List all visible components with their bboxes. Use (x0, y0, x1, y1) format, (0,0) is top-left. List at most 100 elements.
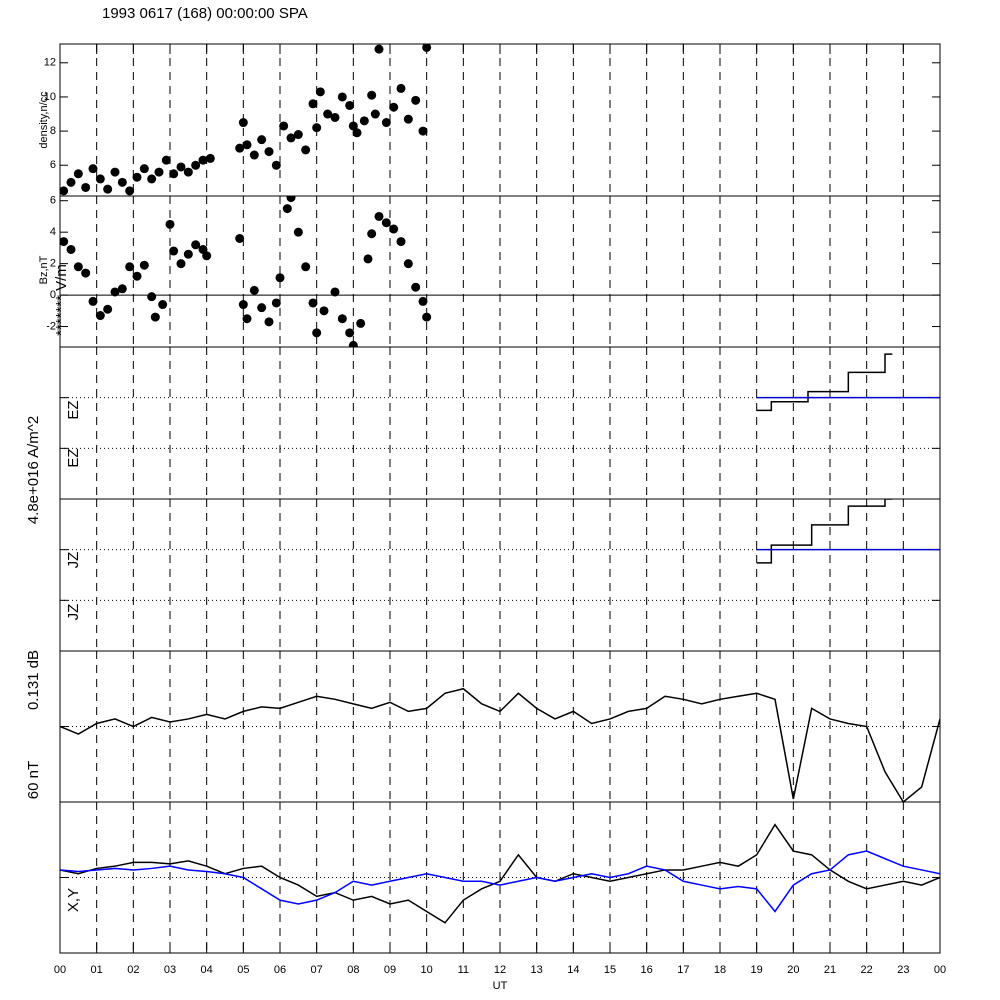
point (242, 314, 252, 324)
point (374, 211, 384, 221)
x-tick-label: 04 (201, 964, 213, 976)
point (396, 237, 406, 247)
point (389, 224, 399, 234)
x-tick-label: 12 (494, 964, 506, 976)
point (125, 262, 135, 272)
point (81, 268, 91, 278)
point (183, 167, 193, 177)
point (154, 167, 164, 177)
x-tick-label: 17 (677, 964, 689, 976)
x-tick-label: 23 (897, 964, 909, 976)
point (165, 219, 175, 229)
point (308, 99, 318, 109)
y-tick-label: 2 (50, 258, 56, 270)
point (235, 143, 245, 153)
point (73, 169, 83, 179)
point (235, 233, 245, 243)
point (411, 95, 421, 105)
point (169, 246, 179, 256)
point (249, 285, 259, 295)
point (257, 135, 267, 145)
point (139, 164, 149, 174)
x-tick-label: 06 (274, 964, 286, 976)
point (396, 83, 406, 93)
point (88, 164, 98, 174)
x-tick-label: 03 (164, 964, 176, 976)
y-tick-label: 0 (50, 289, 56, 301)
y-tick-label: 12 (44, 57, 56, 69)
point (312, 328, 322, 338)
point (95, 174, 105, 184)
y-axis-label: EZ (65, 448, 82, 467)
point (356, 318, 366, 328)
point (337, 92, 347, 102)
point (264, 317, 274, 327)
point (293, 227, 303, 237)
y-axis-label: density,n/cc (38, 91, 50, 149)
y-axis-label: JZ (65, 604, 82, 621)
point (66, 177, 76, 187)
point (150, 312, 160, 322)
x-tick-label: 07 (311, 964, 323, 976)
series-line (60, 823, 940, 924)
x-tick-label: 14 (567, 964, 579, 976)
point (183, 249, 193, 259)
x-tick-label: 21 (824, 964, 836, 976)
point (352, 128, 362, 138)
point (403, 114, 413, 124)
point (275, 273, 285, 283)
x-axis-label: UT (493, 980, 508, 992)
x-tick-label: 02 (127, 964, 139, 976)
point (158, 300, 168, 310)
y-axis-label: Bz,nT (38, 255, 50, 284)
point (293, 130, 303, 140)
x-tick-label: 10 (421, 964, 433, 976)
point (286, 133, 296, 143)
y-tick-label: 6 (50, 159, 56, 171)
point (301, 145, 311, 155)
point (202, 251, 212, 261)
point (271, 298, 281, 308)
point (282, 204, 292, 214)
point (191, 160, 201, 170)
point (374, 44, 384, 54)
point (330, 112, 340, 122)
point (348, 121, 358, 131)
point (81, 182, 91, 192)
point (367, 90, 377, 100)
y-tick-label: 8 (50, 125, 56, 137)
point (337, 314, 347, 324)
x-tick-label: 09 (384, 964, 396, 976)
x-tick-label: 20 (787, 964, 799, 976)
point (60, 186, 69, 196)
point (198, 155, 208, 165)
point (381, 118, 391, 128)
y-tick-label: 4 (50, 226, 56, 238)
y-axis-label: 0.131 dB (25, 650, 42, 710)
point (147, 174, 157, 184)
point (103, 184, 113, 194)
point (363, 254, 373, 264)
y-axis-label: ******* V/m (53, 264, 70, 336)
point (308, 298, 318, 308)
series-line (756, 353, 893, 412)
x-tick-label: 19 (751, 964, 763, 976)
point (169, 169, 179, 179)
point (315, 87, 325, 97)
point (403, 259, 413, 269)
point (257, 303, 267, 313)
point (110, 167, 120, 177)
point (132, 172, 142, 182)
point (117, 177, 127, 187)
point (301, 262, 311, 272)
point (348, 340, 358, 347)
y-tick-label: 10 (44, 91, 56, 103)
point (205, 153, 215, 163)
point (422, 312, 432, 322)
x-tick-label: 00 (934, 964, 946, 976)
point (139, 260, 149, 270)
point (73, 262, 83, 272)
y-tick-label: -2 (46, 320, 56, 332)
x-tick-label: 11 (458, 964, 469, 976)
x-tick-label: 18 (714, 964, 726, 976)
